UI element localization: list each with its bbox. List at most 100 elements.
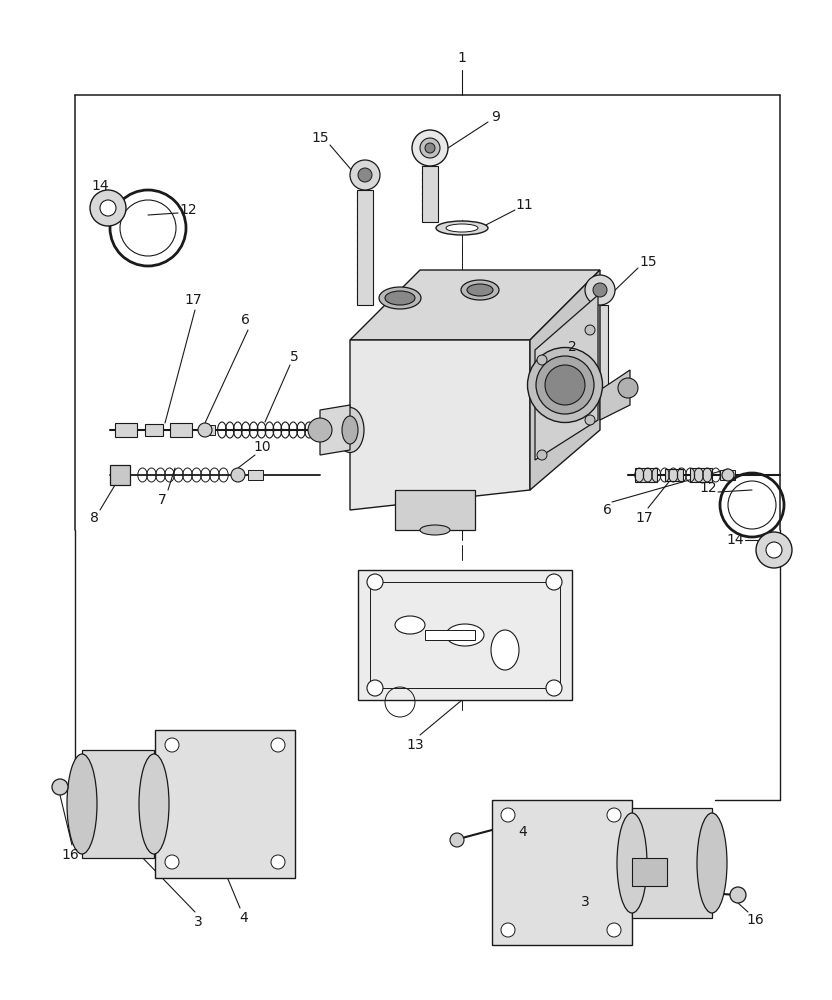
Bar <box>665 469 683 481</box>
Circle shape <box>52 779 68 795</box>
Ellipse shape <box>139 754 169 854</box>
Circle shape <box>607 808 621 822</box>
Text: 4: 4 <box>518 825 527 839</box>
Circle shape <box>722 469 734 481</box>
Ellipse shape <box>436 221 488 235</box>
Bar <box>632 808 712 918</box>
Circle shape <box>585 415 595 425</box>
Circle shape <box>450 833 464 847</box>
Circle shape <box>501 923 515 937</box>
Ellipse shape <box>491 630 519 670</box>
Ellipse shape <box>385 291 415 305</box>
Ellipse shape <box>446 224 478 232</box>
Circle shape <box>537 355 547 365</box>
Text: 9: 9 <box>492 110 500 124</box>
Text: 14: 14 <box>92 179 109 193</box>
Ellipse shape <box>446 624 484 646</box>
Bar <box>170 423 192 437</box>
Text: 16: 16 <box>61 848 79 862</box>
Text: 17: 17 <box>184 293 202 307</box>
Text: 6: 6 <box>240 313 250 327</box>
Polygon shape <box>395 490 475 530</box>
Ellipse shape <box>617 813 647 913</box>
Text: 3: 3 <box>194 915 202 929</box>
Circle shape <box>730 887 746 903</box>
Circle shape <box>308 418 332 442</box>
Circle shape <box>420 138 440 158</box>
Text: 16: 16 <box>746 913 764 927</box>
Circle shape <box>593 283 607 297</box>
Text: 17: 17 <box>635 511 653 525</box>
Bar <box>690 468 712 482</box>
Circle shape <box>585 325 595 335</box>
Circle shape <box>546 574 562 590</box>
Ellipse shape <box>461 280 499 300</box>
Bar <box>720 470 735 480</box>
Bar <box>248 470 263 480</box>
Text: 1: 1 <box>458 51 467 65</box>
Text: 7: 7 <box>157 493 166 507</box>
Ellipse shape <box>467 284 493 296</box>
Bar <box>110 465 130 485</box>
Text: 15: 15 <box>639 255 656 269</box>
Polygon shape <box>600 370 630 420</box>
Bar <box>370 582 560 688</box>
Text: 4: 4 <box>240 911 249 925</box>
Ellipse shape <box>697 813 727 913</box>
Polygon shape <box>535 295 598 460</box>
Ellipse shape <box>395 616 425 634</box>
Ellipse shape <box>67 754 97 854</box>
Circle shape <box>412 130 448 166</box>
Bar <box>115 423 137 437</box>
Bar <box>145 424 163 436</box>
Circle shape <box>367 574 383 590</box>
Circle shape <box>271 738 285 752</box>
Bar <box>635 468 657 482</box>
Circle shape <box>585 275 615 305</box>
Text: 11: 11 <box>515 198 532 212</box>
Polygon shape <box>350 270 600 340</box>
Bar <box>422 166 438 222</box>
Text: 15: 15 <box>311 131 329 145</box>
Circle shape <box>367 680 383 696</box>
Ellipse shape <box>527 348 602 422</box>
Ellipse shape <box>545 365 585 405</box>
Circle shape <box>358 168 372 182</box>
Circle shape <box>271 855 285 869</box>
Ellipse shape <box>336 408 364 452</box>
Circle shape <box>165 855 179 869</box>
Circle shape <box>100 200 116 216</box>
Circle shape <box>546 680 562 696</box>
Bar <box>357 190 373 305</box>
Circle shape <box>537 450 547 460</box>
Bar <box>632 858 667 886</box>
Bar <box>82 750 154 858</box>
Circle shape <box>756 532 792 568</box>
Bar <box>592 305 608 405</box>
Text: 10: 10 <box>253 440 270 454</box>
Bar <box>200 425 215 435</box>
Ellipse shape <box>379 287 421 309</box>
Text: 13: 13 <box>406 738 423 752</box>
Text: 8: 8 <box>90 511 98 525</box>
Text: 12: 12 <box>179 203 197 217</box>
Circle shape <box>766 542 782 558</box>
Circle shape <box>425 143 435 153</box>
Ellipse shape <box>342 416 358 444</box>
Text: 14: 14 <box>726 533 744 547</box>
Circle shape <box>618 378 638 398</box>
Circle shape <box>350 160 380 190</box>
Circle shape <box>90 190 126 226</box>
Bar <box>358 570 572 700</box>
Text: 2: 2 <box>567 340 577 354</box>
Polygon shape <box>350 340 530 510</box>
Text: 6: 6 <box>602 503 612 517</box>
Polygon shape <box>530 270 600 490</box>
Text: 12: 12 <box>699 481 717 495</box>
Text: 3: 3 <box>581 895 589 909</box>
Polygon shape <box>320 405 350 455</box>
Circle shape <box>165 738 179 752</box>
Circle shape <box>198 423 212 437</box>
Ellipse shape <box>536 356 594 414</box>
Circle shape <box>607 923 621 937</box>
